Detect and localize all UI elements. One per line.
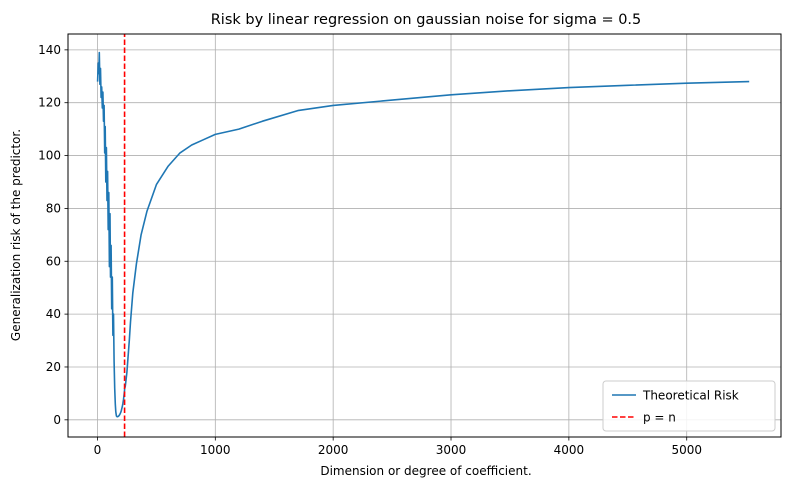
y-tick-label: 140	[38, 43, 61, 57]
y-tick-label: 40	[46, 307, 61, 321]
x-tick-label: 5000	[671, 443, 702, 457]
legend-label-p-equals-n: p = n	[643, 411, 676, 425]
y-tick-label: 80	[46, 201, 61, 215]
x-tick-label: 2000	[318, 443, 349, 457]
series-group	[96, 34, 750, 437]
x-axis-ticks: 0 1000 2000 3000 4000 5000	[94, 437, 702, 457]
y-tick-label: 120	[38, 96, 61, 110]
y-tick-label: 60	[46, 254, 61, 268]
y-axis-label: Generalization risk of the predictor.	[9, 129, 23, 341]
chart-title: Risk by linear regression on gaussian no…	[211, 12, 642, 28]
x-tick-label: 4000	[554, 443, 585, 457]
x-axis-label: Dimension or degree of coefficient.	[320, 464, 531, 478]
plot-frame	[67, 33, 782, 438]
grid	[68, 34, 781, 437]
y-tick-label: 20	[46, 360, 61, 374]
series-line-theoretical-risk	[96, 51, 750, 418]
y-axis-ticks: 0 20 40 60 80 100 120 140	[38, 43, 68, 427]
y-tick-label: 100	[38, 149, 61, 163]
y-tick-label: 0	[53, 413, 61, 427]
x-tick-label: 1000	[200, 443, 231, 457]
legend-label-theoretical-risk: Theoretical Risk	[642, 389, 739, 403]
x-tick-label: 0	[94, 443, 102, 457]
x-tick-label: 3000	[436, 443, 467, 457]
legend: Theoretical Risk p = n	[602, 380, 776, 432]
legend-box	[602, 380, 776, 432]
